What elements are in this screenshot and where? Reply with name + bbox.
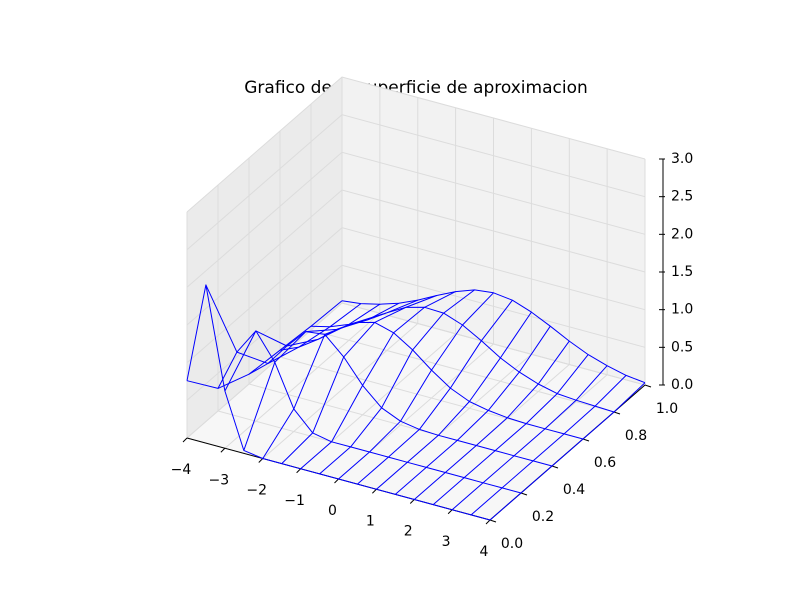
y-tick-label: 0.6 [594, 455, 616, 471]
x-tick-label: 4 [480, 544, 489, 560]
y-tick-label: 1.0 [656, 401, 678, 417]
y-tick-label: 0.2 [532, 509, 554, 525]
wire-column [432, 354, 589, 505]
y-tick-label: 0.0 [501, 536, 523, 552]
x-tick [182, 437, 188, 443]
wire-column [470, 375, 627, 516]
y-tick [489, 519, 497, 523]
wire-column [338, 292, 494, 480]
x-tick-label: 3 [442, 534, 451, 550]
x-tick-label: 1 [366, 513, 375, 529]
z-tick-label: 1.5 [671, 264, 693, 280]
y-tick [551, 465, 559, 469]
grid-line [186, 264, 646, 401]
x-tick [334, 478, 339, 484]
grid-line [186, 114, 646, 251]
wire-column [357, 299, 513, 485]
grid-line [186, 151, 646, 288]
wire-column [413, 340, 570, 500]
x-tick [258, 458, 264, 463]
z-tick-label: 3.0 [671, 151, 693, 167]
z-tick-label: 0.0 [671, 377, 693, 393]
grid-line [186, 189, 646, 326]
x-tick-label: −3 [209, 472, 230, 488]
z-tick-label: 2.0 [671, 226, 693, 242]
grid-line [186, 227, 646, 364]
wire-column [489, 382, 646, 521]
wire-column [451, 365, 608, 511]
z-tick-label: 0.5 [671, 339, 693, 355]
x-tick [485, 519, 491, 525]
wire-column [319, 289, 475, 475]
x-tick [409, 499, 415, 504]
x-tick-label: −1 [284, 493, 305, 509]
wire-column [224, 303, 381, 392]
x-tick [372, 488, 377, 494]
z-tick-label: 1.0 [671, 302, 693, 318]
x-tick [447, 509, 453, 515]
x-tick-label: −2 [246, 483, 267, 499]
wire-column [262, 299, 418, 459]
x-tick [220, 447, 226, 453]
z-tick-label: 2.5 [671, 189, 693, 205]
y-tick [582, 438, 590, 442]
wire-column [281, 295, 437, 464]
x-tick-label: 2 [404, 524, 413, 540]
grid-line [186, 76, 646, 213]
x-tick-label: 0 [328, 503, 337, 519]
wire-column [376, 311, 532, 490]
wire-column [300, 291, 456, 470]
chart-title: Grafico de la superficie de aproximacion [244, 78, 588, 98]
x-tick-label: −4 [171, 462, 192, 478]
y-tick [613, 411, 621, 415]
wire-column [205, 284, 362, 364]
grid-line [186, 302, 646, 439]
wire-column [394, 325, 551, 495]
y-tick [520, 492, 528, 496]
x-tick [296, 468, 301, 474]
y-tick-label: 0.4 [563, 482, 585, 498]
y-tick-label: 0.8 [625, 428, 647, 444]
y-tick [644, 384, 652, 388]
